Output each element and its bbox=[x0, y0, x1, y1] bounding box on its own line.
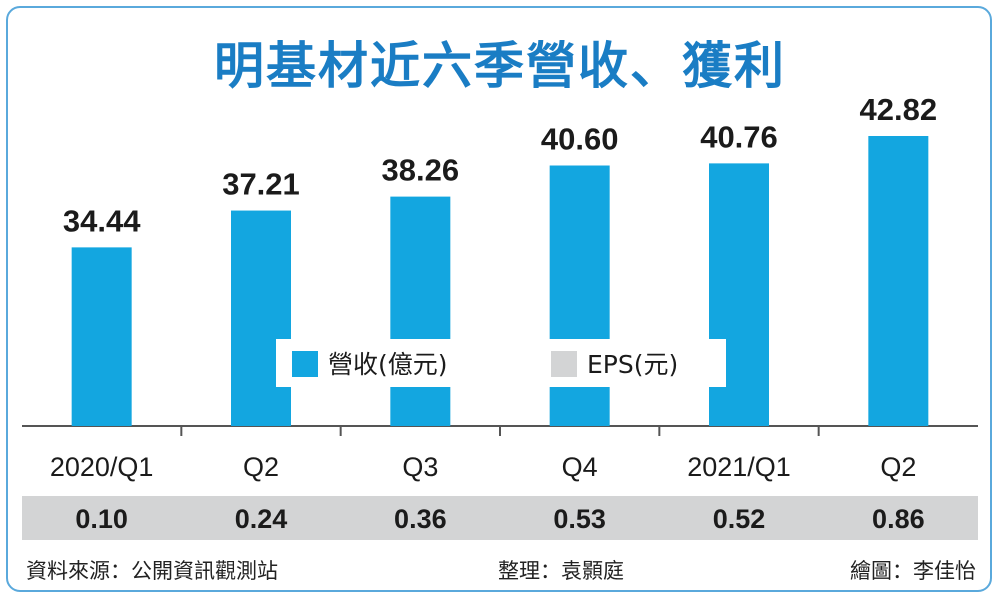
editor-credit: 整理：袁顥庭 bbox=[498, 559, 624, 583]
revenue-value-label: 34.44 bbox=[63, 203, 141, 238]
legend-revenue-swatch bbox=[292, 351, 318, 377]
revenue-value-label: 40.60 bbox=[541, 122, 619, 157]
chart-frame bbox=[6, 6, 992, 592]
revenue-value-labels: 34.44 37.21 38.26 40.60 40.76 42.82 bbox=[63, 92, 937, 238]
revenue-bars bbox=[71, 136, 929, 427]
eps-value-label: 0.10 bbox=[75, 504, 128, 534]
category-label: 2021/Q1 bbox=[687, 452, 791, 482]
legend-revenue-label: 營收(億元) bbox=[328, 350, 448, 379]
illustrator-credit: 繪圖：李佳怡 bbox=[850, 559, 976, 583]
category-label: Q2 bbox=[243, 452, 279, 482]
eps-value-label: 0.86 bbox=[872, 504, 925, 534]
eps-value-labels: 0.10 0.24 0.36 0.53 0.52 0.86 bbox=[75, 504, 924, 534]
category-label: Q4 bbox=[562, 452, 598, 482]
category-label: 2020/Q1 bbox=[50, 452, 154, 482]
revenue-value-label: 38.26 bbox=[382, 153, 460, 188]
revenue-bar bbox=[390, 196, 451, 426]
revenue-value-label: 42.82 bbox=[860, 92, 938, 127]
revenue-value-label: 40.76 bbox=[700, 119, 778, 154]
category-label: Q2 bbox=[880, 452, 916, 482]
category-label: Q3 bbox=[402, 452, 438, 482]
revenue-bar bbox=[71, 247, 132, 426]
eps-value-label: 0.52 bbox=[713, 504, 766, 534]
revenue-bar bbox=[868, 136, 929, 426]
eps-value-label: 0.53 bbox=[553, 504, 606, 534]
legend-box bbox=[276, 339, 726, 387]
source-note: 資料來源：公開資訊觀測站 bbox=[26, 559, 278, 583]
revenue-value-label: 37.21 bbox=[222, 167, 300, 202]
legend-eps-swatch bbox=[551, 351, 577, 377]
legend: 營收(億元) EPS(元) bbox=[276, 339, 726, 387]
chart-title: 明基材近六季營收、獲利 bbox=[214, 37, 786, 95]
x-axis-ticks bbox=[180, 426, 820, 436]
eps-band bbox=[22, 496, 978, 540]
eps-value-label: 0.24 bbox=[235, 504, 288, 534]
legend-eps-label: EPS(元) bbox=[587, 350, 678, 379]
revenue-bar bbox=[231, 210, 291, 426]
category-labels: 2020/Q1 Q2 Q3 Q4 2021/Q1 Q2 bbox=[50, 452, 916, 482]
eps-value-label: 0.36 bbox=[394, 504, 447, 534]
